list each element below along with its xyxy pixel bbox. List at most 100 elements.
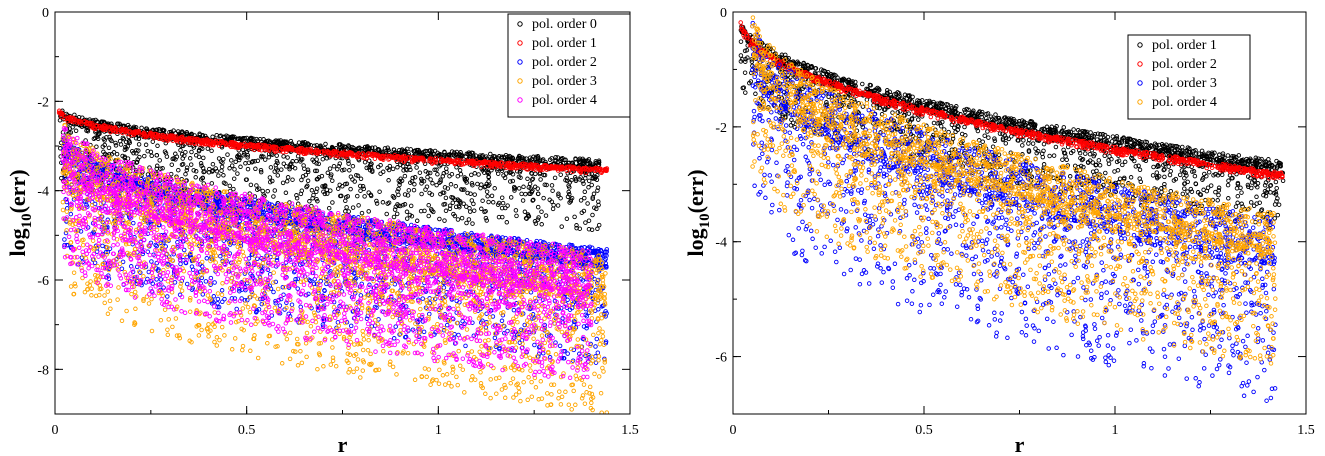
data-point	[543, 213, 549, 218]
data-point	[403, 167, 409, 172]
data-point	[183, 171, 188, 177]
data-point	[380, 200, 386, 205]
data-point	[352, 179, 357, 184]
data-point	[201, 155, 206, 161]
data-point	[472, 171, 478, 176]
data-point	[475, 181, 480, 187]
data-point	[457, 204, 462, 210]
data-point	[595, 226, 600, 232]
data-point	[328, 174, 333, 179]
data-point	[184, 165, 190, 170]
data-point	[330, 178, 335, 183]
data-point	[184, 131, 190, 137]
data-point	[591, 191, 597, 197]
data-point	[503, 171, 509, 176]
data-point	[346, 161, 351, 166]
data-point	[396, 186, 401, 192]
data-point	[469, 198, 475, 203]
data-point	[134, 148, 139, 153]
data-point	[402, 149, 408, 155]
data-point	[366, 209, 371, 214]
data-point	[435, 172, 440, 177]
data-point	[464, 220, 469, 226]
data-point	[412, 175, 418, 180]
data-point	[447, 203, 453, 208]
data-point	[437, 163, 442, 169]
data-point	[434, 182, 439, 188]
data-point	[485, 194, 490, 199]
data-point	[189, 149, 194, 155]
data-point	[450, 200, 456, 205]
data-point	[512, 185, 518, 191]
data-point	[484, 189, 490, 194]
data-point	[516, 174, 522, 180]
data-point	[582, 189, 588, 195]
data-point	[199, 163, 204, 169]
data-point	[411, 187, 417, 193]
data-point	[288, 161, 294, 166]
data-point	[294, 193, 299, 198]
data-point	[476, 172, 481, 177]
data-point	[414, 165, 419, 170]
data-point	[136, 148, 141, 153]
data-point	[335, 186, 341, 191]
data-point	[542, 182, 548, 187]
data-point	[586, 185, 591, 190]
data-point	[346, 209, 351, 214]
data-point	[504, 220, 510, 225]
data-point	[210, 134, 215, 140]
data-point	[500, 200, 506, 206]
data-point	[564, 216, 570, 222]
data-point	[149, 259, 154, 264]
data-point	[305, 183, 310, 189]
data-point	[385, 145, 390, 150]
data-point	[305, 169, 311, 175]
data-point	[95, 132, 101, 138]
data-point	[552, 175, 558, 181]
data-point	[356, 203, 361, 208]
data-point	[280, 180, 286, 186]
data-point	[314, 189, 319, 195]
data-point	[594, 336, 600, 342]
data-point	[219, 288, 225, 293]
data-point	[320, 156, 326, 162]
data-point	[539, 209, 544, 214]
data-point	[485, 170, 490, 176]
data-point	[316, 161, 321, 167]
data-point	[283, 190, 289, 196]
data-point	[396, 192, 401, 198]
data-point	[157, 158, 162, 163]
data-point	[343, 194, 349, 200]
data-point	[467, 209, 473, 214]
data-point	[212, 280, 217, 285]
data-point	[390, 193, 396, 199]
data-point	[408, 167, 413, 173]
data-point	[567, 192, 572, 197]
data-point	[303, 172, 309, 178]
data-point	[100, 243, 105, 249]
data-point	[96, 131, 101, 137]
data-point	[586, 178, 592, 184]
data-point	[219, 168, 224, 173]
data-point	[420, 296, 425, 301]
data-point	[404, 161, 410, 167]
data-point	[521, 184, 526, 190]
data-point	[479, 206, 484, 212]
data-point	[165, 294, 170, 299]
data-point	[590, 212, 595, 218]
data-point	[419, 181, 424, 186]
data-point	[274, 153, 279, 158]
data-point	[472, 192, 477, 197]
data-point	[238, 164, 243, 170]
data-point	[596, 222, 602, 228]
data-point	[155, 143, 160, 149]
data-point	[551, 202, 556, 208]
data-point	[182, 153, 187, 158]
data-point	[589, 182, 594, 188]
data-point	[125, 144, 130, 149]
data-point	[285, 155, 290, 160]
data-point	[429, 192, 435, 197]
data-point	[59, 175, 64, 181]
data-point	[233, 159, 238, 165]
